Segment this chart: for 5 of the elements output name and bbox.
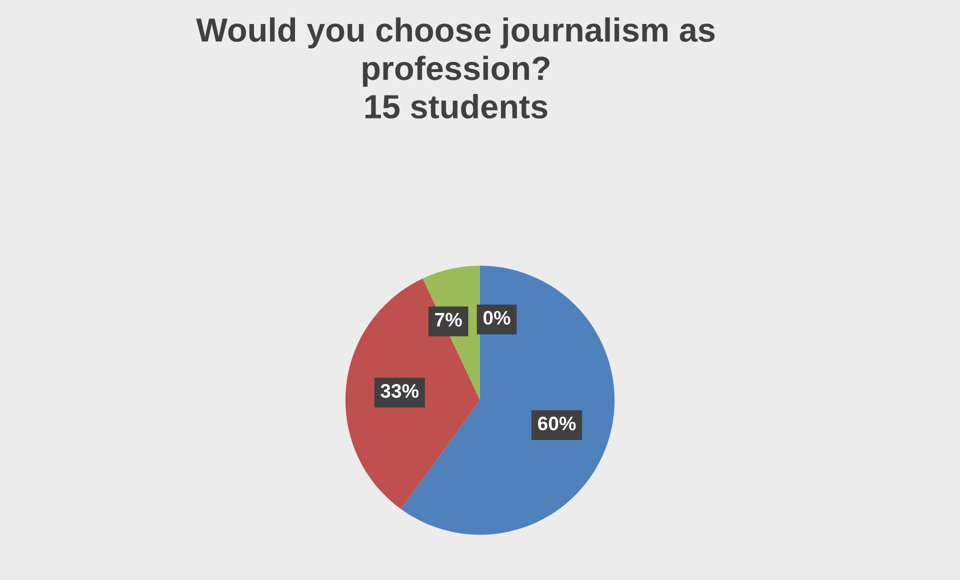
chart-title: Would you choose journalism as profession? 15 students xyxy=(196,17,715,119)
text: 0% xyxy=(483,310,510,325)
data-label: 60% xyxy=(538,416,576,430)
data-label: 33% xyxy=(380,384,419,398)
data-label: 7% xyxy=(435,312,462,327)
